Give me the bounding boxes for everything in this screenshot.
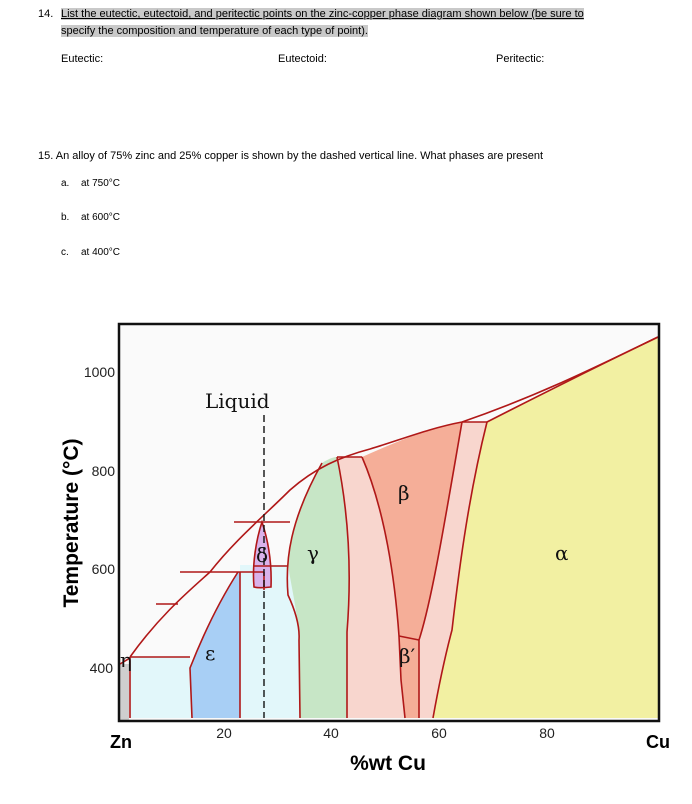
x-tick-60: 60	[431, 725, 447, 741]
alpha-region	[433, 337, 658, 718]
eta-label: η	[120, 648, 132, 672]
y-axis-label: Temperature (°C)	[60, 438, 83, 607]
epsilon-region	[190, 572, 240, 718]
eutectoid-label: Eutectoid:	[278, 53, 327, 65]
x-tick-40: 40	[323, 725, 339, 741]
eta-epsilon-region	[130, 657, 192, 718]
x-tick-80: 80	[539, 725, 555, 741]
beta-region	[362, 422, 462, 640]
question-15-item-c: c. at 400°C	[61, 247, 120, 258]
item-c-letter: c.	[61, 247, 69, 258]
eutectic-label: Eutectic:	[61, 53, 104, 65]
gamma-region	[287, 457, 350, 718]
x-tick-20: 20	[216, 725, 232, 741]
y-tick-800: 800	[92, 463, 116, 479]
liquid-label: Liquid	[205, 389, 270, 413]
beta-prime-label: β′	[399, 644, 416, 668]
question-15-item-a: a. at 750°C	[61, 178, 120, 189]
question-14-number: 14.	[38, 8, 54, 20]
item-c-text: at 400°C	[81, 247, 121, 258]
gamma-label: γ	[307, 541, 319, 565]
question-15: 15. An alloy of 75% zinc and 25% copper …	[38, 150, 544, 162]
alpha-beta-region	[419, 422, 487, 718]
gamma-beta-region	[337, 457, 405, 718]
zn-label: Zn	[110, 732, 132, 752]
x-axis-label: %wt Cu	[350, 752, 426, 775]
delta-label: δ	[256, 543, 268, 567]
item-b-text: at 600°C	[81, 212, 121, 223]
question-14-line2: specify the composition and temperature …	[61, 25, 368, 37]
peritectic-label: Peritectic:	[496, 53, 545, 65]
epsilon-label: ε	[205, 641, 215, 665]
plot-frame	[117, 322, 661, 723]
y-tick-1000: 1000	[84, 364, 115, 380]
phase-boundaries	[119, 336, 659, 719]
question-14-line1: List the eutectic, eutectoid, and perite…	[61, 8, 584, 20]
question-14-text: List the eutectic, eutectoid, and perite…	[61, 6, 646, 40]
item-a-letter: a.	[61, 178, 70, 189]
item-b-letter: b.	[61, 212, 70, 223]
epsilon-gamma-region	[240, 565, 300, 718]
alpha-label: α	[555, 541, 569, 565]
beta-prime-region	[399, 636, 419, 718]
y-tick-400: 400	[90, 660, 114, 676]
y-tick-600: 600	[92, 561, 116, 577]
item-a-text: at 750°C	[81, 178, 121, 189]
beta-label: β	[398, 481, 410, 505]
cu-label: Cu	[646, 732, 670, 752]
question-15-item-b: b. at 600°C	[61, 212, 120, 223]
eta-region	[120, 664, 129, 720]
